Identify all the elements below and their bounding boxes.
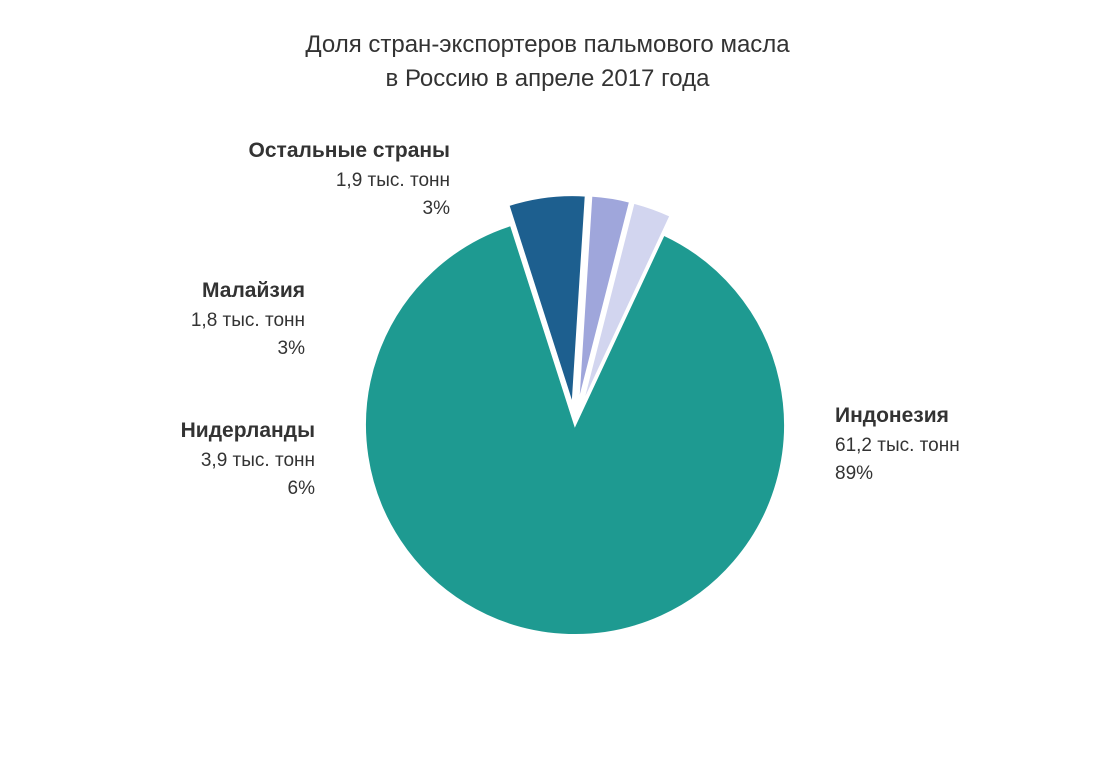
- slice-label-2: Малайзия1,8 тыс. тонн3%: [75, 275, 305, 364]
- slice-label-name: Индонезия: [835, 400, 960, 432]
- slice-label-percent: 3%: [75, 335, 305, 364]
- title-line1: Доля стран-экспортеров пальмового масла: [305, 31, 789, 58]
- slice-label-name: Малайзия: [75, 275, 305, 307]
- slice-label-name: Нидерланды: [85, 415, 315, 447]
- slice-label-value: 1,9 тыс. тонн: [220, 167, 450, 196]
- title-line2: в Россию в апреле 2017 года: [386, 65, 710, 92]
- slice-label-0: Индонезия61,2 тыс. тонн89%: [835, 400, 960, 489]
- slice-label-1: Нидерланды3,9 тыс. тонн6%: [85, 415, 315, 504]
- pie-chart: [345, 195, 805, 655]
- slice-label-value: 61,2 тыс. тонн: [835, 432, 960, 461]
- slice-label-3: Остальные страны1,9 тыс. тонн3%: [220, 135, 450, 224]
- chart-title: Доля стран-экспортеров пальмового масла …: [0, 0, 1095, 95]
- slice-label-value: 1,8 тыс. тонн: [75, 307, 305, 336]
- slice-label-value: 3,9 тыс. тонн: [85, 447, 315, 476]
- slice-label-name: Остальные страны: [220, 135, 450, 167]
- slice-label-percent: 6%: [85, 475, 315, 504]
- slice-label-percent: 89%: [835, 460, 960, 489]
- chart-container: Индонезия61,2 тыс. тонн89% Нидерланды3,9 …: [0, 120, 1095, 760]
- slice-label-percent: 3%: [220, 195, 450, 224]
